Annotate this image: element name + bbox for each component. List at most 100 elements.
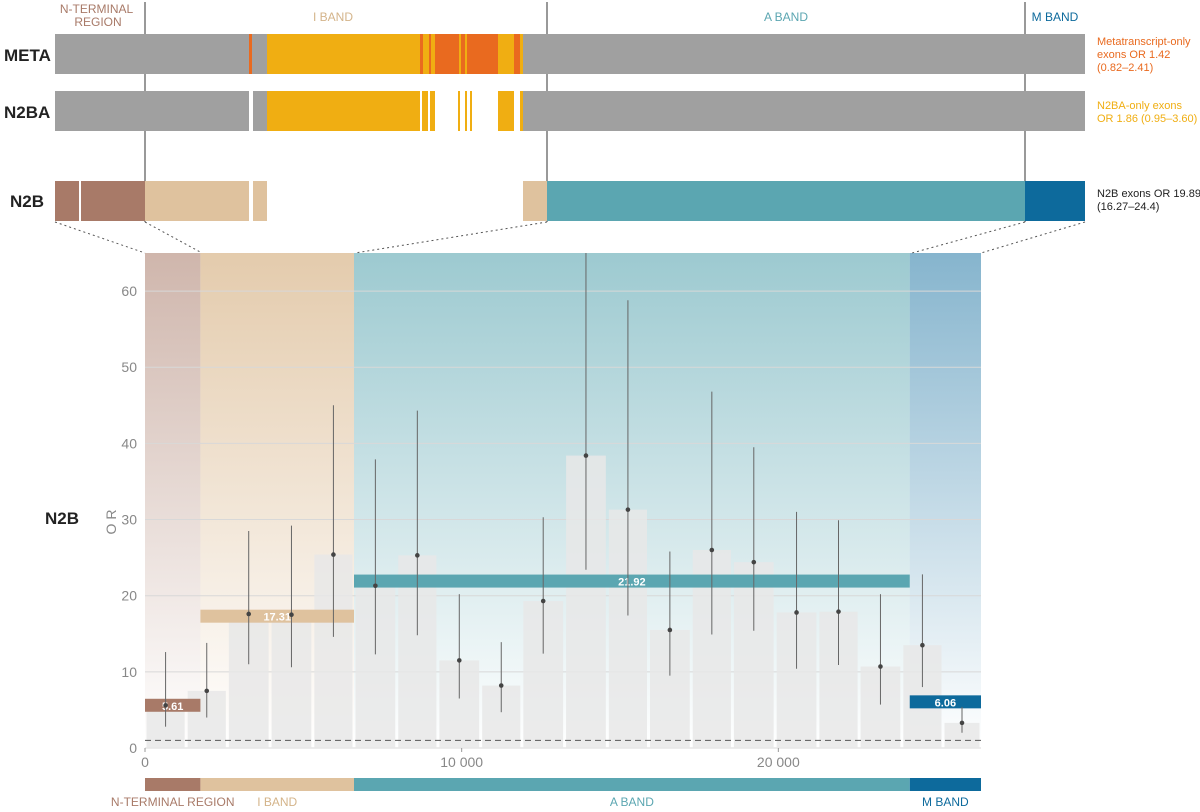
meta-exon-yellow <box>459 34 461 74</box>
region-strip-label-nterm: N-TERMINAL REGION <box>111 795 235 809</box>
meta-exon-orange <box>429 34 431 74</box>
header-aband: A BAND <box>764 10 808 24</box>
track-n2ba-base <box>55 91 249 131</box>
or-point <box>667 627 673 633</box>
header-iband: I BAND <box>313 10 353 24</box>
region-or-bar <box>354 574 910 588</box>
track-n2ba: N2BA N2BA-only exons OR 1.86 (0.95–3.60) <box>4 91 1197 131</box>
or-point <box>498 683 504 688</box>
or-point <box>456 658 462 663</box>
n2ba-exon-yellow <box>498 91 514 131</box>
track-n2b-name: N2B <box>10 192 44 211</box>
meta-exon-yellow <box>423 34 429 74</box>
meta-exon-orange <box>514 34 520 74</box>
header-mband: M BAND <box>1032 10 1079 24</box>
track-n2b-note: N2B exons OR 19.89 (16.27–24.4) <box>1097 188 1200 213</box>
region-strip-iband <box>200 778 354 791</box>
meta-exon-yellow <box>465 34 467 74</box>
x-tick-label: 0 <box>141 754 149 770</box>
zoom-connector <box>980 221 1086 254</box>
or-point <box>331 552 336 557</box>
meta-note-line1: Metatranscript-only <box>1097 36 1191 48</box>
meta-exon-orange <box>467 34 498 74</box>
n2b-aband <box>547 181 1025 221</box>
y-tick-label: 10 <box>121 664 137 680</box>
n2ba-exon-yellow <box>458 91 460 131</box>
region-or-label: 6.06 <box>935 697 956 709</box>
n2ba-exon-yellow <box>470 91 472 131</box>
region-strip-aband <box>354 778 910 791</box>
n2b-nterm <box>81 181 145 221</box>
meta-exon-orange <box>420 34 423 74</box>
region-strip-mband <box>909 778 981 791</box>
y-tick-label: 60 <box>121 283 137 299</box>
or-point <box>583 453 589 458</box>
track-meta-name: META <box>4 46 51 65</box>
n2ba-exon-yellow <box>267 91 420 131</box>
track-n2ba-name: N2BA <box>4 103 50 122</box>
or-point <box>836 609 841 614</box>
header-nterm-line1: N-TERMINAL <box>60 2 134 16</box>
meta-exon-orange <box>249 34 252 74</box>
track-n2b: N2B N2B exons OR 19.89 (16.27–24.4) <box>10 181 1200 221</box>
or-chart: 0 10 20 30 40 50 60 5.61 17.31 21.92 6.06 0 10 000 20… <box>111 253 981 809</box>
meta-exon-yellow <box>267 34 420 74</box>
or-point <box>204 688 210 694</box>
meta-exon-yellow <box>498 34 514 74</box>
y-tick-label: 50 <box>121 359 137 375</box>
n2ba-exon-yellow <box>465 91 467 131</box>
track-meta-base <box>55 34 1085 74</box>
n2b-note-line1: N2B exons OR 19.89 <box>1097 188 1200 200</box>
or-point <box>920 642 925 648</box>
n2b-mband <box>1025 181 1085 221</box>
n2b-nterm <box>55 181 79 221</box>
or-point <box>163 703 168 708</box>
or-point <box>415 553 420 558</box>
zoom-connector <box>144 221 203 254</box>
n2b-iband <box>145 181 249 221</box>
or-point <box>794 610 799 615</box>
n2b-note-line2: (16.27–24.4) <box>1097 201 1159 213</box>
n2ba-note-line2: OR 1.86 (0.95–3.60) <box>1097 113 1197 125</box>
zoom-connector <box>911 221 1026 254</box>
or-point <box>289 612 294 618</box>
x-tick-label: 10 000 <box>440 754 483 770</box>
or-point <box>373 583 378 589</box>
chart-track-label: N2B <box>45 509 79 528</box>
or-point <box>959 720 965 726</box>
y-tick-label: 40 <box>121 435 137 451</box>
track-meta: META Metatranscript-only exons OR 1.42 (… <box>4 34 1191 74</box>
n2ba-exon-yellow <box>430 91 435 131</box>
region-strip-nterm <box>145 778 201 791</box>
region-strip-label-iband: I BAND <box>257 795 297 809</box>
meta-exon-yellow <box>520 34 523 74</box>
n2b-iband <box>523 181 547 221</box>
region-or-label: 5.61 <box>162 701 183 713</box>
zoom-connector <box>54 221 146 254</box>
y-axis-label: O R <box>103 510 119 535</box>
or-point <box>540 598 546 604</box>
or-point <box>246 611 252 617</box>
header-nterm: N-TERMINAL REGION <box>60 2 136 29</box>
region-or-bar <box>145 698 201 712</box>
meta-exon-orange <box>435 34 459 74</box>
zoom-connectors <box>54 221 1086 254</box>
track-n2ba-base <box>523 91 1085 131</box>
or-point <box>709 547 715 553</box>
track-n2ba-note: N2BA-only exons OR 1.86 (0.95–3.60) <box>1097 100 1197 125</box>
region-bg-nterm <box>145 253 201 748</box>
region-or-bar <box>200 609 354 623</box>
track-n2ba-base <box>253 91 267 131</box>
meta-exon-yellow <box>431 34 435 74</box>
region-strip-label-aband: A BAND <box>610 795 654 809</box>
or-point <box>625 507 631 512</box>
y-tick-label: 20 <box>121 588 137 604</box>
region-or-label: 21.92 <box>618 577 646 589</box>
n2ba-exon-yellow <box>520 91 523 131</box>
meta-exon-orange <box>461 34 465 74</box>
region-or-label: 17.31 <box>263 612 291 624</box>
region-headers: N-TERMINAL REGION I BAND A BAND M BAND <box>60 2 1079 29</box>
x-tick-label: 20 000 <box>757 754 800 770</box>
